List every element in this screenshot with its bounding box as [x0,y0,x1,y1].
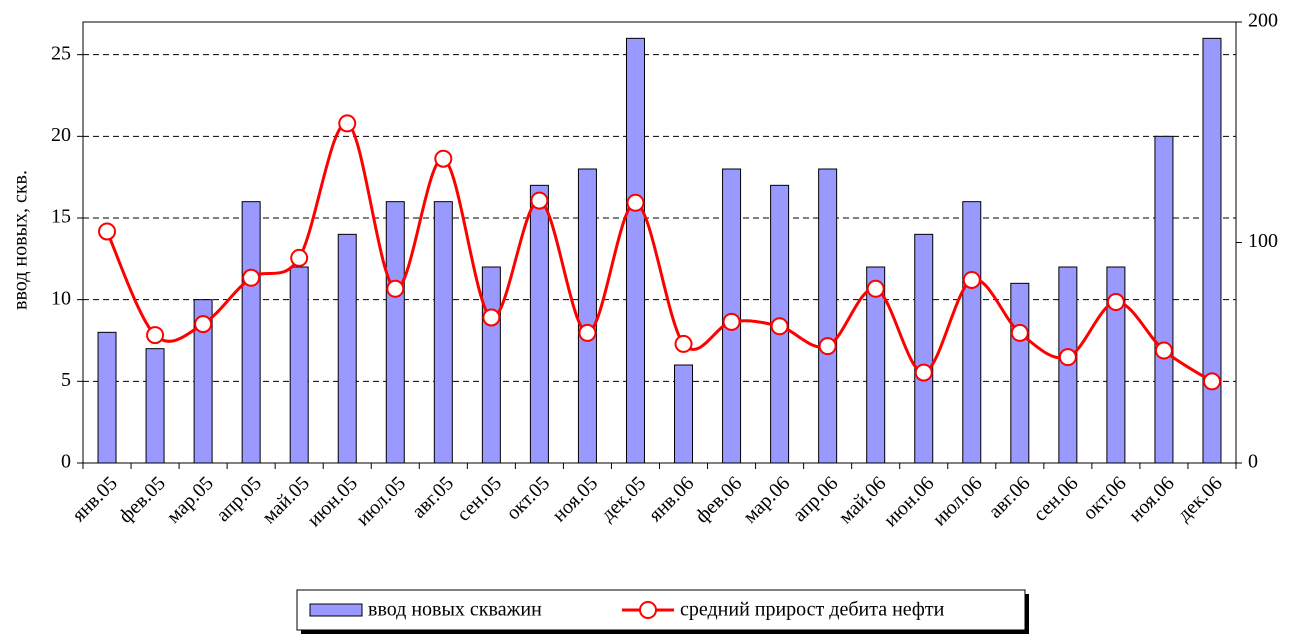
y-tick-label: 5 [61,369,71,391]
y-tick-label: 0 [61,451,71,473]
y-tick-label: 15 [51,206,71,228]
marker [1058,348,1077,367]
bar [145,348,165,464]
marker [386,279,405,298]
bar [193,299,213,464]
x-tick-label: июн.06 [880,472,939,531]
marker [482,308,501,327]
bar [433,201,453,464]
x-tick-label: мар.05 [162,472,217,527]
marker [146,326,165,345]
bar [818,168,838,464]
marker [818,337,837,356]
bar [1106,266,1126,464]
bar [866,266,886,464]
bar [625,37,645,464]
marker [290,248,309,267]
marker [1154,341,1173,360]
x-tick-label: ноя.05 [548,472,602,526]
bar [289,266,309,464]
marker [962,270,981,289]
x-tick-label: апр.05 [212,472,266,526]
x-tick-label: мар.06 [739,472,794,527]
x-tick-label: дек.06 [1173,472,1227,526]
x-tick-label: сен.06 [1029,472,1083,526]
bar [97,331,117,464]
marker [914,363,933,382]
x-tick-label: июн.05 [303,472,362,531]
bar [241,201,261,464]
x-tick-label: янв.06 [644,472,698,526]
y-tick-label: 20 [51,124,71,146]
bar [529,184,549,464]
marker [674,334,693,353]
legend-label: средний прирост дебита нефти [680,599,945,621]
marker [722,312,741,331]
bar [385,201,405,464]
x-tick-label: окт.05 [502,472,554,524]
x-tick-label: апр.06 [788,472,842,526]
y-tick-label: 25 [51,42,71,64]
x-tick-label: фев.06 [691,472,746,527]
x-tick-label: ноя.06 [1125,472,1179,526]
bar [337,233,357,464]
bar [481,266,501,464]
x-tick-label: авг.06 [984,472,1034,522]
x-tick-label: дек.05 [597,472,651,526]
bar [1154,135,1174,464]
marker [626,193,645,212]
line [105,121,1213,383]
y2-tick-label: 0 [1248,451,1258,473]
x-tick-label: май.05 [258,472,314,528]
legend-label: ввод новых скважин [368,599,542,621]
x-tick-label: май.06 [835,472,891,528]
y2-tick-label: 200 [1248,10,1278,32]
bar [914,233,934,464]
x-tick-label: авг.05 [408,472,458,522]
bar [577,168,597,464]
legend-marker [639,601,657,619]
marker [242,268,261,287]
x-tick-label: янв.05 [68,472,122,526]
bar [1010,282,1030,464]
x-tick-label: фев.05 [114,472,169,527]
y-axis-label: ввод новых, скв. [10,170,32,310]
y2-tick-label: 100 [1248,230,1278,252]
marker [1106,293,1125,312]
marker [530,191,549,210]
x-tick-label: июл.06 [928,472,986,530]
x-tick-label: июл.05 [352,472,410,530]
plot-area [82,21,1237,464]
x-tick-label: окт.06 [1079,472,1131,524]
marker [770,317,789,336]
bar [674,364,694,464]
marker [866,279,885,298]
marker [1202,372,1221,391]
y-tick-label: 10 [51,287,71,309]
marker [194,315,213,334]
bar [962,201,982,464]
marker [338,114,357,133]
marker [578,323,597,342]
marker [1010,323,1029,342]
x-tick-label: сен.05 [453,472,507,526]
legend-swatch [309,603,363,617]
bar [1202,37,1222,464]
marker [434,149,453,168]
marker [98,222,117,241]
